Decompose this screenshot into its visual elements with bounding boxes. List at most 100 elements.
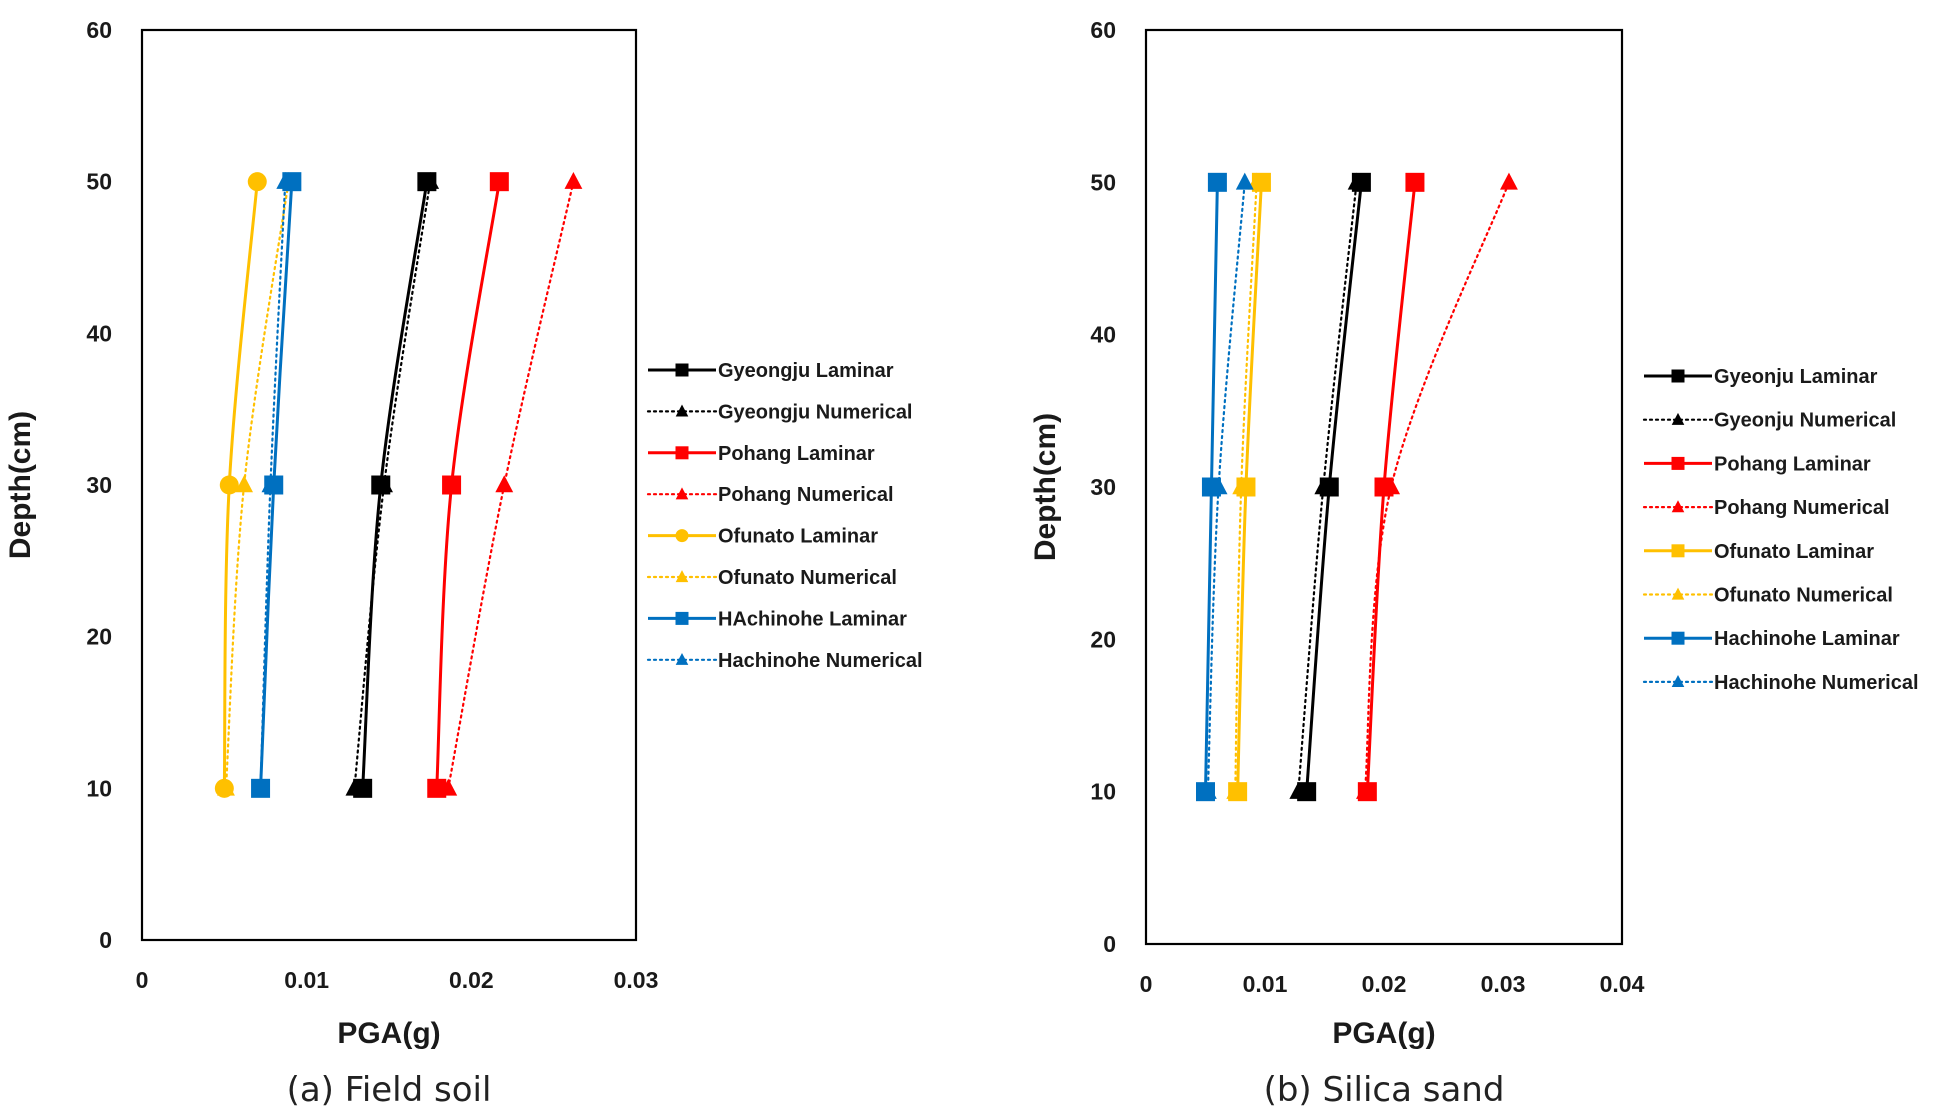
y-tick-label: 60: [86, 17, 112, 43]
data-point: [1347, 172, 1366, 190]
legend-label: Gyeongju Numerical: [718, 401, 913, 423]
series-ofunato-laminar: [1228, 172, 1271, 802]
data-point: [217, 778, 235, 796]
data-point: [442, 475, 462, 495]
legend-marker: [1671, 544, 1685, 558]
series-line: [259, 180, 287, 790]
plot-frame: [1144, 28, 1624, 946]
data-point: [1356, 781, 1374, 799]
chart-silica-sand: 0 10 20 30 40 50 60 0 0.01 0.02 0.03 0.04 PGA(g) Dept…: [1029, 17, 1919, 1110]
legend-marker: [675, 446, 689, 460]
legend-marker: [1671, 456, 1685, 470]
data-point: [1289, 781, 1308, 799]
legend-marker: [1671, 675, 1685, 688]
legend-label: HAchinohe Laminar: [718, 608, 907, 630]
data-point: [1209, 477, 1228, 495]
data-point: [1235, 172, 1254, 190]
x-tick-label: 0: [136, 967, 149, 993]
x-tick-label: 0.03: [614, 967, 659, 993]
legend-label: Ofunato Numerical: [718, 567, 897, 589]
data-point: [247, 172, 267, 192]
y-tick-label: 20: [86, 624, 112, 650]
legend-marker: [675, 487, 689, 500]
data-point: [489, 172, 509, 192]
legend-entry-gyeonju-laminar: Gyeonju Laminar: [1644, 366, 1878, 388]
legend-marker: [675, 363, 689, 377]
legend-marker: [675, 611, 689, 625]
series-hachinohe-numerical: [251, 171, 295, 796]
x-axis-label: PGA(g): [1332, 1017, 1435, 1050]
legend-label: Pohang Numerical: [1714, 497, 1890, 519]
legend-entry-gyeongju-numerical: Gyeongju Numerical: [646, 401, 913, 423]
legend-marker: [1671, 369, 1685, 383]
y-tick-label: 0: [99, 927, 112, 953]
legend-label: Ofunato Numerical: [1714, 585, 1893, 607]
legend-marker: [675, 404, 689, 417]
y-tick-label: 0: [1103, 931, 1116, 957]
series-pohang-numerical: [1356, 172, 1518, 799]
y-tick-label: 60: [1090, 17, 1116, 43]
series-gyeonju-numerical: [1289, 172, 1366, 799]
data-point: [1207, 172, 1227, 192]
y-axis-label: Depth(cm): [4, 411, 37, 559]
data-point: [1198, 781, 1217, 799]
y-tick-label: 40: [86, 320, 112, 346]
legend-label: Ofunato Laminar: [718, 526, 878, 548]
data-point: [495, 475, 514, 493]
series-line: [224, 180, 290, 790]
data-point: [1232, 477, 1251, 495]
y-tick-label: 50: [1090, 169, 1116, 195]
legend-entry-ofunato-numerical: Ofunato Numerical: [646, 567, 897, 589]
legend-marker: [675, 529, 689, 543]
data-point: [421, 171, 440, 189]
legend-entry-hachinohe-laminar: Hachinohe Laminar: [1644, 628, 1900, 650]
y-axis-label: Depth(cm): [1029, 413, 1062, 561]
legend-label: Hachinohe Numerical: [718, 650, 923, 672]
legend-marker: [1671, 587, 1685, 600]
data-point: [251, 778, 270, 796]
legend-label: Ofunato Laminar: [1714, 541, 1874, 563]
series-gyeongju-laminar: [353, 172, 437, 798]
y-tick-label: 50: [86, 169, 112, 195]
series-pohang-laminar: [427, 172, 509, 798]
legend-marker: [1671, 500, 1685, 513]
legend-marker: [1671, 631, 1685, 645]
series-ofunato-numerical: [1226, 172, 1266, 799]
series-gyeongju-numerical: [345, 171, 440, 796]
legend-label: Gyeongju Laminar: [718, 360, 894, 382]
y-tick-label: 30: [86, 472, 112, 498]
series-line: [447, 180, 575, 790]
data-point: [1382, 477, 1401, 495]
legend-label: Pohang Numerical: [718, 484, 894, 506]
plot-frame: [140, 28, 638, 942]
legend-entry-ofunato-laminar: Ofunato Laminar: [648, 526, 878, 548]
legend-entry-hachinohe-laminar: HAchinohe Laminar: [648, 608, 907, 630]
x-tick-label: 0.03: [1481, 971, 1526, 997]
y-tick-label: 10: [1090, 779, 1116, 805]
legend-label: Gyeonju Numerical: [1714, 410, 1896, 432]
legend-label: Pohang Laminar: [1714, 453, 1871, 475]
legend-entry-ofunato-laminar: Ofunato Laminar: [1644, 541, 1874, 563]
data-point: [1226, 781, 1245, 799]
legend: Gyeongju Laminar Gyeongju Numerical Pohang…: [646, 360, 923, 672]
data-point: [1405, 172, 1425, 192]
legend-label: Pohang Laminar: [718, 443, 875, 465]
y-tick-label: 10: [86, 775, 112, 801]
figure-caption: (b) Silica sand: [1264, 1070, 1505, 1110]
x-tick-label: 0: [1140, 971, 1153, 997]
chart-field-soil: 0 10 20 30 40 50 60 0 0.01 0.02 0.03 PGA(g) Depth(cm…: [4, 17, 923, 1110]
figure-caption: (a) Field soil: [287, 1070, 492, 1110]
legend-label: Hachinohe Laminar: [1714, 628, 1900, 650]
legend-marker: [1671, 412, 1685, 425]
legend-entry-gyeongju-laminar: Gyeongju Laminar: [648, 360, 894, 382]
legend-label: Hachinohe Numerical: [1714, 672, 1919, 694]
x-tick-label: 0.04: [1600, 971, 1645, 997]
legend-entry-pohang-numerical: Pohang Numerical: [646, 484, 894, 506]
data-point: [261, 475, 280, 493]
legend-marker: [675, 652, 689, 665]
series-hachinohe-laminar: [251, 172, 302, 798]
data-point: [375, 475, 393, 493]
y-tick-label: 20: [1090, 626, 1116, 652]
data-point: [345, 778, 364, 796]
